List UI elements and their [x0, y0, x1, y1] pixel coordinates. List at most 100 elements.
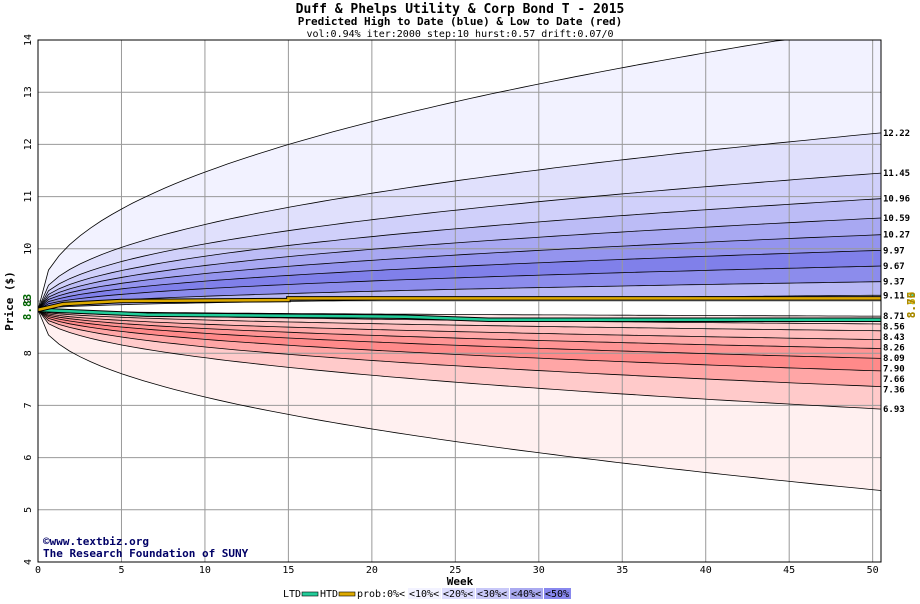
start-price-label: 8.83 — [21, 294, 34, 321]
x-axis-label: Week — [447, 575, 474, 588]
legend-label-6: <30%< — [477, 589, 507, 600]
x-tick-label-40: 40 — [700, 565, 712, 576]
x-tick-label-15: 15 — [282, 565, 294, 576]
level-label-0: 12.22 — [883, 129, 910, 139]
level-label-13: 8.09 — [883, 354, 905, 364]
high-band-2 — [38, 173, 881, 310]
legend-swatch-3 — [386, 588, 407, 599]
y-tick-label-9: 9 — [23, 298, 34, 304]
ltd-htd-paths — [37, 296, 881, 323]
legend-swatch-5 — [442, 588, 475, 599]
chart-params: vol:0.94% iter:2000 step:10 hurst:0.57 d… — [306, 29, 613, 40]
quantile-curve-1 — [37, 132, 882, 311]
x-tick-label-0: 0 — [35, 565, 41, 576]
chart-title: Duff & Phelps Utility & Corp Bond T - 20… — [296, 2, 625, 17]
level-label-15: 7.66 — [883, 375, 905, 385]
level-label-6: 9.67 — [883, 262, 905, 272]
legend-label-0: LTD — [283, 589, 301, 600]
credit-organization: The Research Foundation of SUNY — [43, 547, 249, 560]
low-band-6 — [38, 309, 881, 387]
x-tick-label-35: 35 — [616, 565, 628, 576]
y-tick-label-5: 5 — [23, 507, 34, 513]
y-tick-label-14: 14 — [23, 34, 34, 46]
legend-label-4: <10%< — [409, 589, 439, 600]
quantile-curve-19 — [37, 309, 882, 491]
level-label-1: 11.45 — [883, 169, 910, 179]
quantile-curve-13 — [37, 309, 882, 340]
level-label-11: 8.43 — [883, 333, 905, 343]
quantile-curve-16 — [37, 309, 882, 372]
quantile-curves — [37, 39, 882, 491]
quantile-curve-17 — [37, 309, 882, 387]
quantile-curve-14 — [37, 309, 882, 349]
legend-swatch-8 — [544, 588, 571, 599]
high-band-4 — [38, 218, 881, 310]
level-label-17: 6.93 — [883, 405, 905, 415]
ltd-line — [37, 308, 881, 322]
level-label-14: 7.90 — [883, 365, 905, 375]
x-tick-label-45: 45 — [783, 565, 795, 576]
high-band-6 — [38, 250, 881, 310]
plot-frame — [37, 39, 882, 563]
legend-swatch-7 — [510, 588, 543, 599]
x-tick-label-30: 30 — [533, 565, 545, 576]
credit-website: ©www.textbiz.org — [43, 535, 149, 548]
y-axis-label: Price ($) — [3, 271, 16, 331]
quantile-curve-5 — [37, 234, 882, 311]
right-value-label-0: 8.57 — [905, 292, 918, 319]
legend-line-0 — [301, 591, 319, 597]
level-label-3: 10.59 — [883, 214, 910, 224]
x-tick-label-10: 10 — [199, 565, 211, 576]
level-label-2: 10.96 — [883, 195, 910, 205]
y-tick-label-10: 10 — [23, 243, 34, 255]
legend-label-7: <40%< — [511, 589, 541, 600]
legend-label-1: HTD — [320, 589, 338, 600]
x-tick-label-50: 50 — [867, 565, 879, 576]
y-tick-label-6: 6 — [23, 455, 34, 461]
level-label-10: 8.56 — [883, 323, 905, 333]
quantile-curve-0 — [37, 39, 881, 311]
high-band-7 — [38, 266, 881, 310]
quantile-curve-15 — [37, 309, 882, 359]
legend-label-3: 0%< — [387, 589, 405, 600]
low-band-4 — [38, 309, 881, 359]
right-value-label-1: 8.80 — [905, 292, 918, 319]
htd-line — [37, 297, 881, 312]
y-tick-label-12: 12 — [23, 138, 34, 150]
quantile-curve-18 — [37, 309, 882, 410]
quantile-curve-7 — [37, 265, 882, 311]
level-label-9: 8.71 — [883, 312, 905, 322]
y-tick-label-4: 4 — [23, 559, 34, 565]
quantile-curve-3 — [37, 198, 882, 311]
x-tick-label-5: 5 — [118, 565, 124, 576]
level-labels: 12.22 11.45 10.96 10.59 10.27 9.97 9.67 9.37 9.1… — [883, 129, 918, 415]
level-label-12: 8.26 — [883, 344, 905, 354]
quantile-curve-4 — [37, 217, 882, 311]
legend: LTD HTD prob: 0%< <10%< <20%< <30%< <40%< <50% — [283, 588, 571, 600]
y-tick-label-7: 7 — [23, 402, 34, 408]
low-band-3 — [38, 309, 881, 349]
low-band-5 — [38, 309, 881, 371]
level-label-8: 9.11 — [883, 291, 905, 301]
high-band-8 — [38, 281, 881, 310]
quantile-curve-12 — [37, 309, 882, 332]
low-band-7 — [38, 309, 881, 410]
high-band-1 — [38, 132, 881, 310]
right-value-label-2: 8.76 — [905, 291, 918, 318]
y-tick-label-13: 13 — [23, 86, 34, 98]
level-label-4: 10.27 — [883, 231, 910, 241]
legend-swatch-6 — [476, 588, 509, 599]
legend-label-5: <20%< — [443, 589, 473, 600]
x-tick-label-25: 25 — [449, 565, 461, 576]
high-band-3 — [38, 198, 881, 310]
level-label-7: 9.37 — [883, 278, 905, 288]
quantile-curve-6 — [37, 250, 882, 311]
legend-label-2: prob: — [357, 589, 387, 600]
legend-swatch-4 — [408, 588, 441, 599]
legend-label-8: <50% — [545, 589, 569, 600]
probability-bands — [38, 40, 881, 491]
y-tick-label-8: 8 — [23, 350, 34, 356]
chart-subtitle: Predicted High to Date (blue) & Low to D… — [298, 15, 623, 28]
